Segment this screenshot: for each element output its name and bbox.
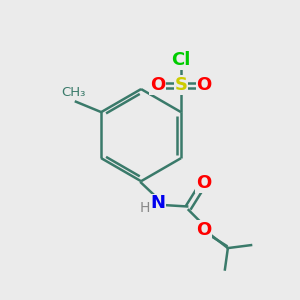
Text: O: O xyxy=(196,221,211,239)
Text: S: S xyxy=(175,76,188,94)
Text: O: O xyxy=(150,76,165,94)
Text: O: O xyxy=(196,76,212,94)
Text: CH₃: CH₃ xyxy=(61,86,85,99)
Text: O: O xyxy=(196,174,211,192)
Text: Cl: Cl xyxy=(171,51,191,69)
Text: N: N xyxy=(150,194,165,212)
Text: H: H xyxy=(140,201,150,215)
